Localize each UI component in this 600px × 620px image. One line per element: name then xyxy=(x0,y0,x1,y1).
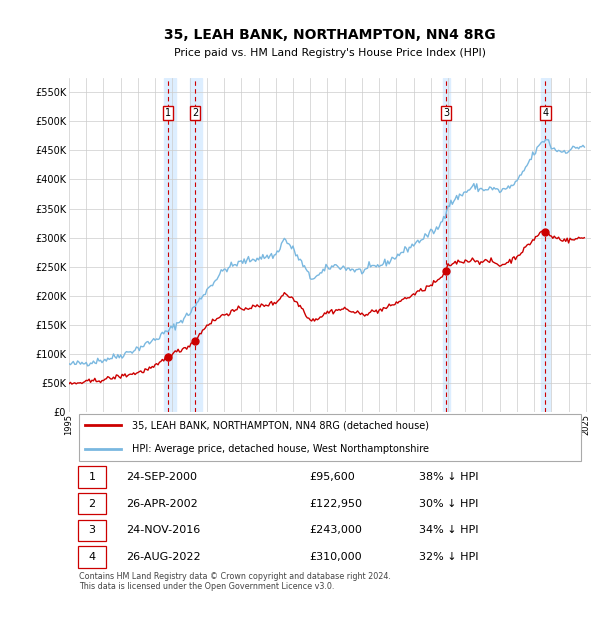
Text: HPI: Average price, detached house, West Northamptonshire: HPI: Average price, detached house, West… xyxy=(131,444,428,454)
Text: £122,950: £122,950 xyxy=(309,498,362,508)
FancyBboxPatch shape xyxy=(79,493,106,514)
Text: 26-APR-2002: 26-APR-2002 xyxy=(127,498,198,508)
Text: 35, LEAH BANK, NORTHAMPTON, NN4 8RG: 35, LEAH BANK, NORTHAMPTON, NN4 8RG xyxy=(164,28,496,42)
Text: 38% ↓ HPI: 38% ↓ HPI xyxy=(419,472,478,482)
Text: 30% ↓ HPI: 30% ↓ HPI xyxy=(419,498,478,508)
Text: £95,600: £95,600 xyxy=(309,472,355,482)
Text: 1: 1 xyxy=(88,472,95,482)
Text: 4: 4 xyxy=(542,108,548,118)
Text: 3: 3 xyxy=(443,108,449,118)
Text: 24-NOV-2016: 24-NOV-2016 xyxy=(127,525,200,535)
Text: 26-AUG-2022: 26-AUG-2022 xyxy=(127,552,201,562)
Bar xyxy=(190,78,202,412)
Bar xyxy=(541,78,550,412)
Text: £310,000: £310,000 xyxy=(309,552,362,562)
Bar xyxy=(164,78,176,412)
FancyBboxPatch shape xyxy=(79,466,106,487)
Text: 2: 2 xyxy=(192,108,198,118)
Text: Contains HM Land Registry data © Crown copyright and database right 2024.
This d: Contains HM Land Registry data © Crown c… xyxy=(79,572,391,591)
FancyBboxPatch shape xyxy=(79,520,106,541)
Text: 24-SEP-2000: 24-SEP-2000 xyxy=(127,472,197,482)
Text: 34% ↓ HPI: 34% ↓ HPI xyxy=(419,525,478,535)
Text: 4: 4 xyxy=(88,552,95,562)
FancyBboxPatch shape xyxy=(79,414,581,461)
Text: 2: 2 xyxy=(88,498,95,508)
Text: 1: 1 xyxy=(164,108,171,118)
Text: 32% ↓ HPI: 32% ↓ HPI xyxy=(419,552,478,562)
Text: Price paid vs. HM Land Registry's House Price Index (HPI): Price paid vs. HM Land Registry's House … xyxy=(174,48,486,58)
Bar xyxy=(443,78,450,412)
FancyBboxPatch shape xyxy=(79,546,106,568)
Text: 3: 3 xyxy=(88,525,95,535)
Text: 35, LEAH BANK, NORTHAMPTON, NN4 8RG (detached house): 35, LEAH BANK, NORTHAMPTON, NN4 8RG (det… xyxy=(131,420,428,430)
Text: £243,000: £243,000 xyxy=(309,525,362,535)
